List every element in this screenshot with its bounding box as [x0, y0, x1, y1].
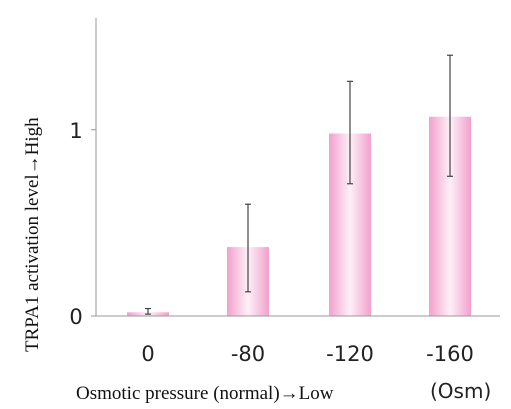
- x-tick-label-1: -80: [231, 342, 265, 366]
- y-tick-label-1: 1: [69, 119, 82, 143]
- x-tick-label-2: -120: [326, 342, 374, 366]
- error-bar-3: [447, 54, 453, 177]
- y-axis-title: TRPA1 activation level→High: [22, 117, 43, 352]
- x-axis-title: Osmotic pressure (normal)→Low: [76, 383, 334, 404]
- x-axis-tick-labels: 0 -80 -120 -160: [141, 342, 474, 366]
- error-bar-2: [347, 80, 353, 185]
- x-tick-label-3: -160: [426, 342, 474, 366]
- error-bars-group: [145, 54, 453, 315]
- error-bar-0: [145, 307, 151, 315]
- y-axis-ticks: 01: [69, 119, 96, 329]
- error-bar-1: [245, 203, 251, 293]
- x-axis-unit: (Osm): [430, 379, 491, 403]
- bars-group: [127, 116, 471, 317]
- x-tick-label-0: 0: [141, 342, 154, 366]
- y-tick-label-0: 0: [69, 305, 82, 329]
